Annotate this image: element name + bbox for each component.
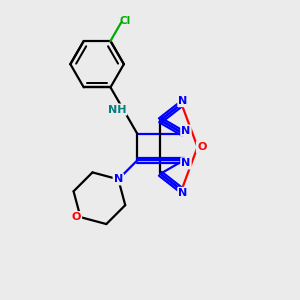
Text: N: N — [178, 188, 188, 198]
Text: Cl: Cl — [120, 16, 131, 26]
Text: NH: NH — [108, 105, 126, 115]
Text: N: N — [181, 126, 190, 136]
Text: N: N — [181, 158, 190, 168]
Text: N: N — [178, 96, 188, 106]
Text: N: N — [114, 174, 123, 184]
Text: O: O — [72, 212, 81, 222]
Text: O: O — [197, 142, 206, 152]
